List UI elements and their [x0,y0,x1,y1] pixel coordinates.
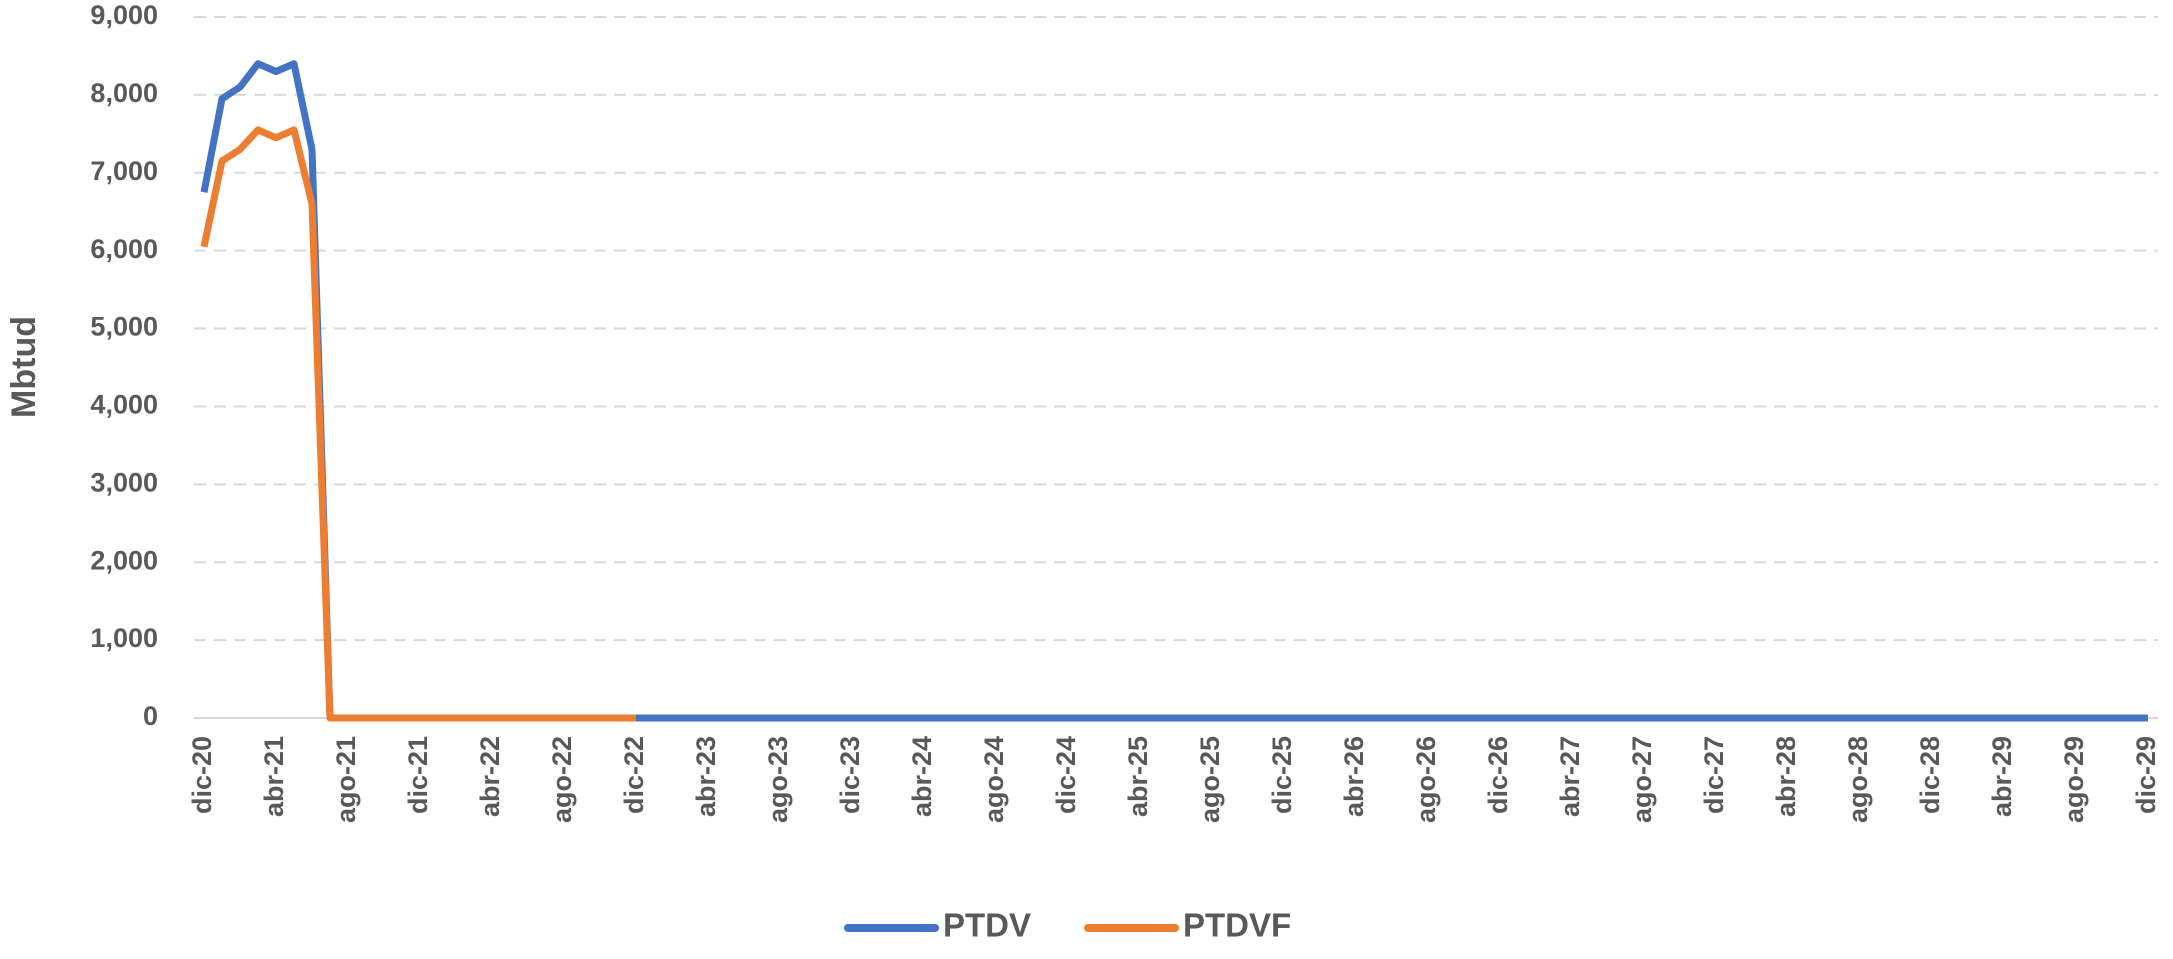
x-tick-label: dic-21 [403,736,433,814]
x-tick-label: abr-22 [475,736,505,817]
x-tick-label: dic-23 [835,736,865,814]
x-tick-label: abr-24 [907,736,937,817]
x-tick-label: dic-22 [619,736,649,814]
x-tick-label: abr-27 [1555,736,1585,817]
x-tick-label: ago-24 [979,736,1009,823]
x-tick-label: dic-20 [187,736,217,814]
x-tick-label: dic-25 [1267,736,1297,814]
series-line [200,126,636,722]
series-line [200,60,2148,722]
x-tick-label: abr-26 [1339,736,1369,817]
x-tick-label: ago-22 [547,736,577,823]
x-tick-label: abr-28 [1771,736,1801,817]
y-axis-title: Mbtud [5,316,43,418]
y-tick-label: 2,000 [90,545,158,575]
y-tick-label: 7,000 [90,156,158,186]
x-tick-label: ago-23 [763,736,793,823]
y-tick-label: 1,000 [90,623,158,653]
x-tick-label: ago-25 [1195,736,1225,823]
x-tick-label: ago-28 [1843,736,1873,823]
y-tick-label: 0 [143,701,158,731]
x-tick-label: dic-24 [1051,736,1081,814]
x-tick-label: dic-29 [2131,736,2161,814]
x-tick-label: ago-27 [1627,736,1657,823]
x-tick-label: dic-27 [1699,736,1729,814]
legend-label: PTDV [943,907,1031,944]
y-tick-label: 9,000 [90,0,158,30]
x-tick-label: dic-28 [1915,736,1945,814]
x-tick-label: abr-21 [259,736,289,817]
x-tick-label: abr-25 [1123,736,1153,817]
x-tick-label: abr-29 [1987,736,2017,817]
x-tick-label: dic-26 [1483,736,1513,814]
y-tick-label: 8,000 [90,78,158,108]
y-tick-label: 5,000 [90,312,158,342]
x-tick-label: ago-26 [1411,736,1441,823]
legend-label: PTDVF [1183,907,1291,944]
y-tick-label: 4,000 [90,390,158,420]
x-tick-label: ago-21 [331,736,361,823]
x-tick-label: ago-29 [2059,736,2089,823]
y-tick-label: 6,000 [90,234,158,264]
x-tick-label: abr-23 [691,736,721,817]
y-tick-label: 3,000 [90,467,158,497]
